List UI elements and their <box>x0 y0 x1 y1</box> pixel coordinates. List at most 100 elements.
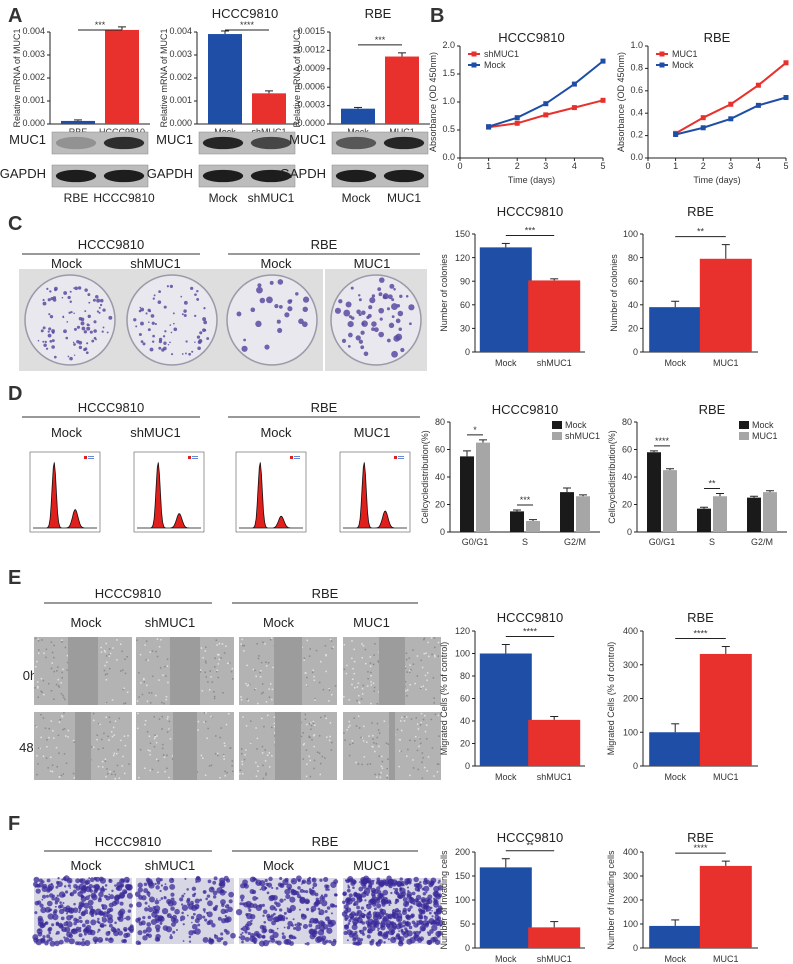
colony <box>334 307 341 314</box>
y-axis-label: Migrated Cells (% of control) <box>606 642 616 756</box>
invading-cell <box>80 911 86 917</box>
cell-texture <box>149 702 152 704</box>
invading-cell <box>356 937 361 942</box>
cell-texture <box>149 753 151 756</box>
invading-cell <box>144 907 149 912</box>
colony <box>198 339 203 343</box>
x-tick-label: 1 <box>673 161 678 171</box>
invading-cell <box>155 885 160 890</box>
cell-texture <box>163 756 166 759</box>
cell-texture <box>409 664 411 666</box>
cell-texture <box>348 720 350 723</box>
cell-texture <box>423 638 425 641</box>
histogram-legend-mark <box>88 456 94 457</box>
cell-texture <box>242 644 244 647</box>
histogram-frame <box>235 451 307 533</box>
colony <box>86 342 89 345</box>
cell-texture <box>105 775 107 778</box>
cell-texture <box>107 772 109 775</box>
invading-cell <box>366 934 371 939</box>
cell-texture <box>256 748 258 750</box>
colony <box>67 355 70 358</box>
blot-band <box>383 169 425 183</box>
cell-texture <box>245 749 247 751</box>
cell-texture <box>120 670 122 672</box>
invading-cell <box>78 907 82 910</box>
cell-texture <box>124 658 126 661</box>
cell-texture <box>105 678 108 681</box>
cell-texture <box>385 742 388 744</box>
data-point <box>600 58 606 64</box>
invading-cell <box>425 910 428 913</box>
cell-texture <box>377 660 379 662</box>
invading-cell <box>97 936 104 943</box>
colony <box>202 317 207 322</box>
cell-texture <box>113 752 116 755</box>
cell-texture <box>271 726 273 729</box>
colony <box>172 312 175 315</box>
invading-cell <box>402 897 408 903</box>
invading-cell <box>94 912 98 916</box>
y-tick-label: 40 <box>435 472 445 482</box>
invading-cell <box>402 907 408 913</box>
cell-texture <box>105 702 108 704</box>
cell-texture <box>313 759 316 762</box>
invading-cell <box>51 897 55 901</box>
invading-cell <box>285 917 288 920</box>
invading-cell <box>66 914 72 921</box>
chart-title: RBE <box>699 402 726 417</box>
y-tick-label: 40 <box>622 472 632 482</box>
y-tick-label: 0.0 <box>630 152 643 162</box>
invading-cell <box>117 930 123 936</box>
invading-cell <box>304 942 307 945</box>
invading-cell <box>415 894 422 901</box>
x-tick-label: G2/M <box>751 537 773 547</box>
cell-texture <box>62 694 64 697</box>
invading-cell <box>342 900 346 904</box>
cell-texture <box>271 755 273 757</box>
x-axis-label: Time (days) <box>693 175 740 185</box>
invading-cell <box>404 921 410 927</box>
cell-texture <box>417 768 419 771</box>
y-tick-label: 0 <box>465 347 470 357</box>
cell-texture <box>157 771 159 774</box>
invading-cell <box>296 922 301 926</box>
cell-texture <box>201 690 204 692</box>
invading-cell <box>122 889 128 895</box>
invading-cell <box>235 908 243 916</box>
x-tick-label: Mock <box>495 954 517 964</box>
colony <box>343 309 351 317</box>
invading-cell <box>323 924 329 930</box>
cell-texture <box>371 722 373 724</box>
cell-texture <box>405 658 408 661</box>
colony <box>73 312 75 315</box>
invading-cell <box>383 941 386 944</box>
cell-texture <box>409 684 411 686</box>
cell-texture <box>228 713 230 715</box>
y-tick-label: 80 <box>622 417 632 427</box>
invading-cell <box>392 882 397 887</box>
cell-texture <box>240 748 243 750</box>
cell-texture <box>304 713 307 716</box>
invading-cell <box>219 889 226 896</box>
cell-texture <box>239 769 242 772</box>
colony <box>53 355 57 359</box>
invading-cell <box>346 898 353 905</box>
cell-texture <box>97 748 100 751</box>
cell-texture <box>313 767 315 770</box>
invading-cell <box>77 941 82 946</box>
invading-cell <box>69 887 72 889</box>
invading-cell <box>148 895 151 898</box>
cellcycle-header-condition-label: MUC1 <box>354 425 391 440</box>
significance-label: **** <box>240 20 255 30</box>
colony <box>157 300 162 304</box>
cell-texture <box>308 655 311 657</box>
colony <box>69 356 73 361</box>
lane-label: Mock <box>342 191 372 205</box>
invading-cell <box>230 932 236 939</box>
cell-texture <box>208 689 211 691</box>
colony <box>80 321 85 326</box>
cell-texture <box>155 694 157 697</box>
cell-texture <box>404 715 406 718</box>
invading-cell <box>108 893 111 896</box>
